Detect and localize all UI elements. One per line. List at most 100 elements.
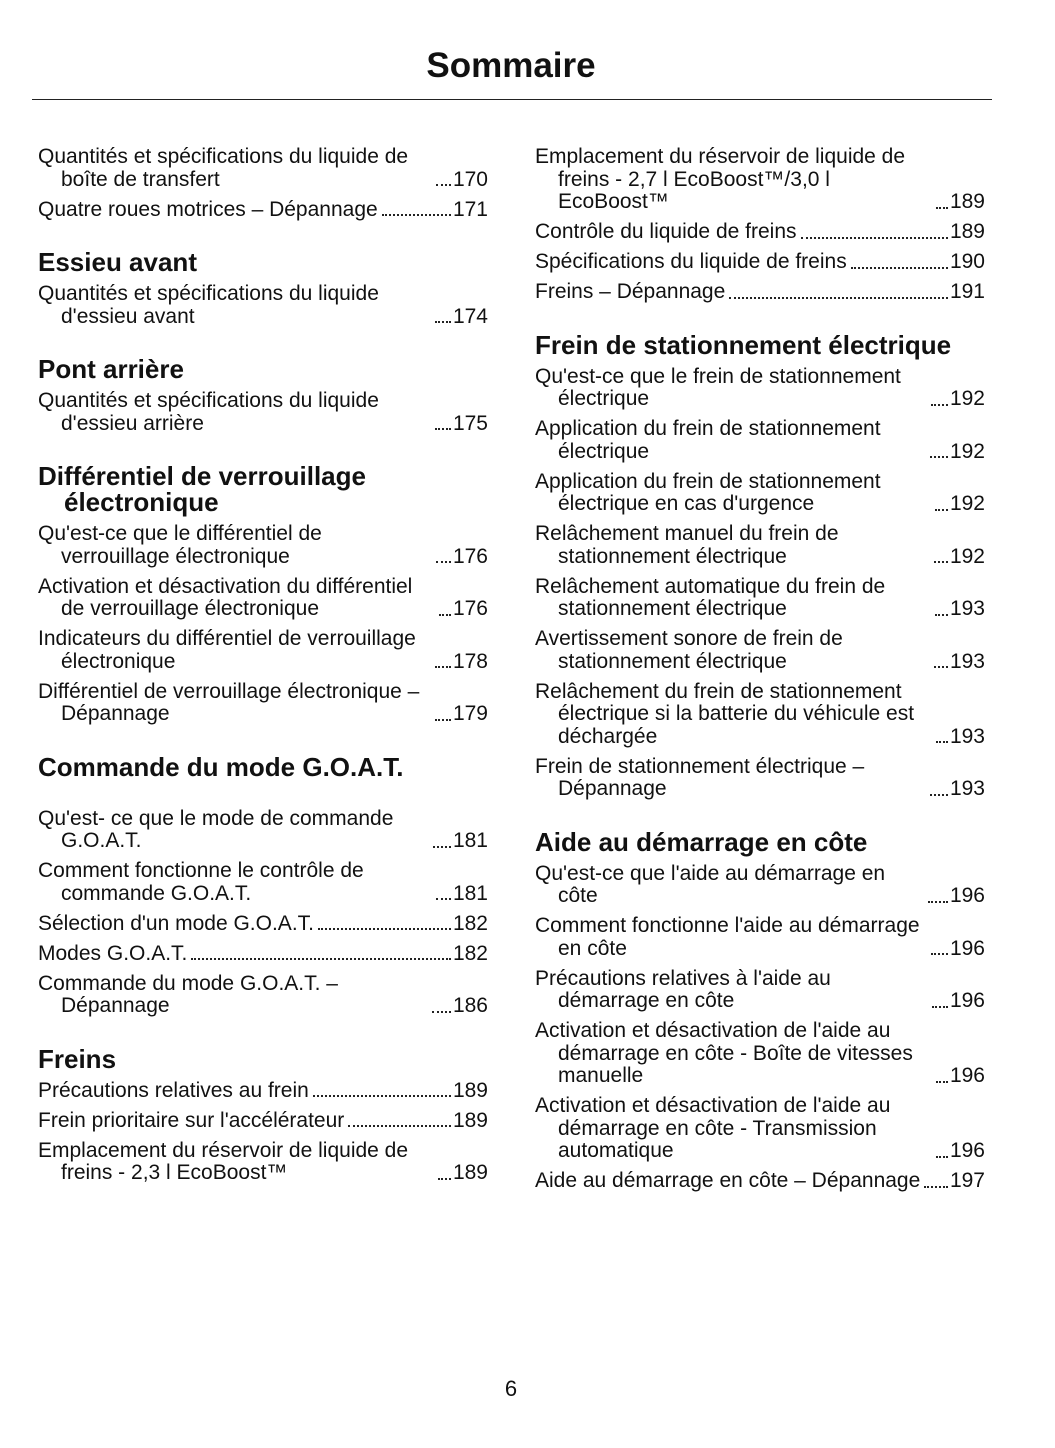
dot-leader bbox=[930, 793, 948, 796]
toc-entry: Précautions relatives à l'aide au démarr… bbox=[535, 966, 985, 1013]
toc-section: Aide au démarrage en côte Qu'est-ce que l… bbox=[535, 829, 985, 1193]
section-heading: Freins bbox=[38, 1043, 117, 1074]
toc-entry: Activation et désactivation du différent… bbox=[38, 574, 488, 621]
dot-leader bbox=[435, 428, 451, 430]
entry-page: 181 bbox=[452, 829, 488, 852]
entry-page: 196 bbox=[949, 1064, 985, 1087]
entry-page: 189 bbox=[452, 1161, 488, 1184]
entry-page: 193 bbox=[949, 724, 985, 748]
dot-leader bbox=[935, 1080, 948, 1083]
toc-entry: Différentiel de verrouillage électroniqu… bbox=[38, 680, 488, 726]
toc-entry: Comment fonctionne l'aide au démarrage e… bbox=[535, 914, 985, 960]
dot-leader bbox=[381, 214, 451, 216]
entry-text: Modes G.O.A.T. bbox=[38, 941, 188, 965]
toc-entry: Qu'est- ce que le mode de commande G.O.A… bbox=[38, 807, 488, 853]
entry-page: 192 bbox=[949, 544, 985, 568]
toc-section: Frein de stationnement électrique Qu'est-… bbox=[535, 332, 985, 801]
toc-entry: Application du frein de stationnement él… bbox=[535, 417, 985, 463]
toc-entry: Qu'est-ce que le frein de stationnement … bbox=[535, 364, 985, 411]
dot-leader bbox=[935, 206, 948, 209]
column: Quantités et spécifications du liquide d… bbox=[38, 145, 488, 1213]
toc-entry: Qu'est-ce que le différentiel de verroui… bbox=[38, 522, 488, 568]
section-heading: Pont arrière bbox=[38, 354, 184, 384]
dot-leader bbox=[930, 456, 948, 458]
entry-text: Commande du mode G.O.A.T. – Dépannage bbox=[38, 971, 338, 1017]
toc-entry: Freins – Dépannage 191 bbox=[535, 280, 985, 304]
toc-section: Emplacement du réservoir de liquide de f… bbox=[535, 145, 985, 304]
dot-leader bbox=[436, 184, 451, 186]
dot-leader bbox=[935, 1155, 948, 1158]
dot-leader bbox=[935, 741, 948, 743]
entry-page: 189 bbox=[949, 190, 985, 213]
toc-entry: Emplacement du réservoir de liquide de f… bbox=[38, 1139, 488, 1185]
dot-leader bbox=[317, 928, 451, 930]
toc-section: Essieu avant Quantités et spécifications … bbox=[38, 249, 488, 328]
entry-text: Comment fonctionne l'aide au démarrage e… bbox=[535, 914, 920, 960]
entry-text: Précautions relatives à l'aide au démarr… bbox=[535, 966, 831, 1012]
entry-page: 189 bbox=[452, 1078, 488, 1102]
entry-page: 170 bbox=[452, 167, 488, 191]
toc-entry: Quantités et spécifications du liquide d… bbox=[38, 282, 488, 328]
toc-entry: Modes G.O.A.T. 182 bbox=[38, 941, 488, 966]
toc-entry: Indicateurs du différentiel de verrouill… bbox=[38, 627, 488, 673]
entry-page: 190 bbox=[949, 250, 985, 273]
entry-text: Qu'est-ce que l'aide au démarrage en côt… bbox=[535, 861, 886, 907]
entry-page: 196 bbox=[949, 1139, 985, 1162]
entry-text: Activation et désactivation du différent… bbox=[38, 574, 413, 620]
entry-text: Indicateurs du différentiel de verrouill… bbox=[38, 627, 416, 673]
dot-leader bbox=[438, 613, 451, 616]
entry-page: 178 bbox=[452, 649, 488, 673]
dot-leader bbox=[435, 666, 451, 668]
entry-page: 196 bbox=[949, 884, 985, 907]
entry-text: Qu'est-ce que le différentiel de verroui… bbox=[38, 522, 322, 568]
entry-text: Activation et désactivation de l'aide au… bbox=[535, 1019, 913, 1087]
entry-text: Freins – Dépannage bbox=[535, 280, 726, 303]
dot-leader bbox=[934, 613, 948, 616]
dot-leader bbox=[931, 953, 948, 955]
entry-page: 193 bbox=[949, 777, 985, 800]
toc-entry: Comment fonctionne le contrôle de comman… bbox=[38, 859, 488, 905]
toc-entry: Relâchement automatique du frein de stat… bbox=[535, 575, 985, 621]
dot-leader bbox=[438, 1177, 451, 1180]
entry-text: Spécifications du liquide de freins bbox=[535, 250, 847, 273]
entry-page: 171 bbox=[452, 197, 488, 221]
entry-page: 193 bbox=[949, 597, 985, 620]
dot-leader bbox=[435, 561, 451, 563]
entry-page: 193 bbox=[949, 649, 985, 673]
entry-text: Quantités et spécifications du liquide d… bbox=[38, 145, 409, 191]
entry-page: 179 bbox=[452, 702, 488, 725]
toc-entry: Relâchement manuel du frein de stationne… bbox=[535, 522, 985, 568]
toc-entry: Quatre roues motrices – Dépannage 171 bbox=[38, 197, 488, 222]
entry-page: 191 bbox=[949, 280, 985, 303]
section-heading: Frein de stationnement électrique bbox=[535, 329, 952, 360]
toc-entry: Commande du mode G.O.A.T. – Dépannage 186 bbox=[38, 971, 488, 1018]
entry-page: 181 bbox=[452, 881, 488, 905]
entry-page: 189 bbox=[949, 220, 985, 243]
entry-page: 196 bbox=[949, 989, 985, 1012]
entry-page: 196 bbox=[949, 936, 985, 960]
dot-leader bbox=[312, 1095, 451, 1097]
entry-text: Sélection d'un mode G.O.A.T. bbox=[38, 911, 314, 935]
entry-text: Frein prioritaire sur l'accélérateur bbox=[38, 1108, 345, 1132]
entry-text: Frein de stationnement électrique – Dépa… bbox=[535, 754, 865, 800]
toc-entry: Sélection d'un mode G.O.A.T. 182 bbox=[38, 911, 488, 936]
page-title: Sommaire bbox=[426, 46, 596, 85]
column: Emplacement du réservoir de liquide de f… bbox=[535, 145, 985, 1221]
entry-page: 192 bbox=[949, 387, 985, 410]
entry-page: 182 bbox=[452, 941, 488, 965]
section-heading: Essieu avant bbox=[38, 247, 197, 277]
dot-leader bbox=[434, 321, 451, 323]
entry-text: Quatre roues motrices – Dépannage bbox=[38, 197, 378, 221]
entry-page: 197 bbox=[949, 1169, 985, 1192]
dot-leader bbox=[933, 666, 948, 668]
entry-page: 176 bbox=[452, 544, 488, 568]
dot-leader bbox=[928, 900, 948, 903]
dot-leader bbox=[933, 561, 948, 563]
dot-leader bbox=[935, 508, 948, 511]
entry-page: 174 bbox=[452, 304, 488, 328]
toc-section: Freins Précautions relatives au frein 189 F… bbox=[38, 1046, 488, 1185]
dot-leader bbox=[729, 296, 948, 299]
page-number: 6 bbox=[504, 1376, 518, 1401]
entry-text: Qu'est-ce que le frein de stationnement … bbox=[535, 364, 901, 410]
entry-text: Avertissement sonore de frein de station… bbox=[535, 627, 843, 673]
